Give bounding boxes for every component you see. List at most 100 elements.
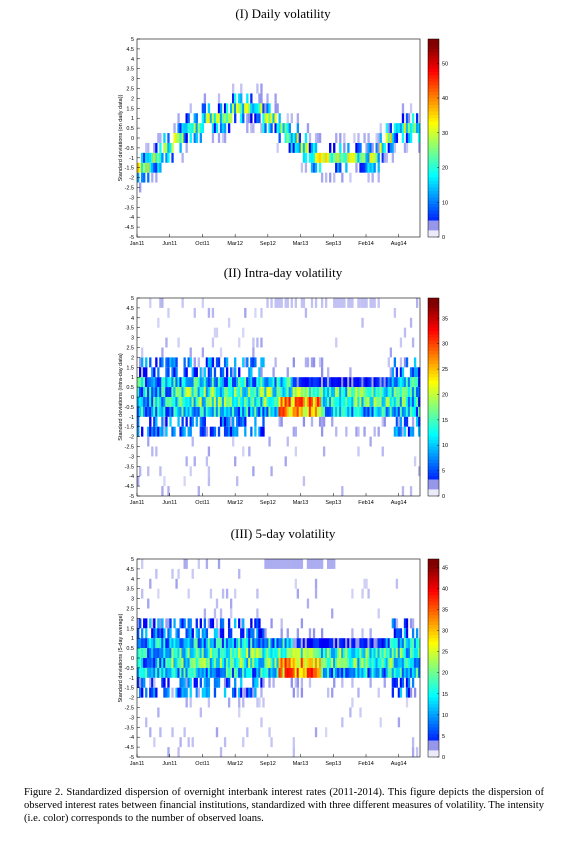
colorbar-segment: [428, 456, 439, 461]
x-tick-label: Sep13: [325, 241, 341, 247]
colorbar-segment: [428, 324, 439, 329]
heatmap-cell: [187, 648, 190, 658]
heatmap-cell: [254, 113, 257, 124]
heatmap-cell: [238, 367, 241, 378]
heatmap-cell: [308, 387, 312, 397]
heatmap-cell: [286, 298, 289, 308]
heatmap-cell: [369, 658, 372, 668]
heatmap-cell: [294, 426, 297, 437]
colorbar-segment: [428, 654, 439, 659]
heatmap-cell: [229, 608, 233, 619]
heatmap-cell: [393, 406, 397, 417]
heatmap-cell: [225, 426, 229, 437]
panel2-title: (II) Intra-day volatility: [223, 265, 343, 280]
heatmap-cell: [331, 397, 334, 407]
heatmap-cell: [157, 658, 160, 668]
heatmap-cell: [145, 377, 148, 388]
heatmap-cell: [201, 426, 205, 437]
heatmap-cell: [331, 667, 334, 678]
heatmap-cell: [324, 387, 328, 397]
colorbar-tick-label: 0: [442, 235, 445, 241]
heatmap-cell: [205, 397, 209, 407]
heatmap-cell: [411, 397, 415, 407]
heatmap-cell: [333, 142, 336, 153]
heatmap-cell: [157, 317, 160, 328]
heatmap-cell: [171, 687, 174, 698]
heatmap-cell: [141, 559, 144, 569]
heatmap-cell: [225, 377, 229, 388]
heatmap-cell: [159, 727, 162, 738]
heatmap-cell: [333, 387, 336, 397]
heatmap-cell: [377, 133, 380, 143]
heatmap-cell: [286, 406, 289, 417]
heatmap-cell: [306, 142, 310, 153]
heatmap-cell: [207, 446, 211, 457]
heatmap-cell: [256, 406, 259, 417]
heatmap-cell: [324, 172, 328, 183]
heatmap-cell: [310, 357, 314, 368]
heatmap-cell: [227, 648, 231, 658]
heatmap-cell: [175, 357, 178, 368]
heatmap-cell: [201, 628, 205, 639]
heatmap-cell: [183, 687, 186, 698]
colorbar-segment: [428, 387, 439, 391]
heatmap-cell: [310, 416, 314, 427]
heatmap-cell: [225, 677, 229, 688]
colorbar-segment: [428, 406, 439, 411]
heatmap-cell: [403, 667, 407, 678]
heatmap-cell: [207, 476, 211, 487]
heatmap-cell: [252, 648, 255, 658]
heatmap-cell: [240, 667, 243, 678]
heatmap-cell: [327, 687, 330, 698]
heatmap-cell: [320, 426, 324, 437]
heatmap-cell: [278, 648, 281, 658]
heatmap-cell: [242, 406, 245, 417]
heatmap-cell: [229, 658, 233, 668]
heatmap-cell: [141, 387, 144, 397]
heatmap-cell: [276, 559, 279, 569]
heatmap-cell: [244, 406, 247, 417]
heatmap-cell: [195, 687, 198, 698]
heatmap-cell: [327, 397, 330, 407]
heatmap-cell: [335, 162, 338, 173]
heatmap-cell: [193, 397, 196, 407]
heatmap-cell: [349, 172, 352, 183]
heatmap-cell: [181, 638, 184, 649]
heatmap-cell: [217, 113, 221, 124]
heatmap-cell: [345, 667, 348, 678]
heatmap-cell: [189, 347, 192, 358]
heatmap-cell: [381, 416, 384, 427]
heatmap-cell: [415, 397, 419, 407]
heatmap-cell: [347, 152, 350, 163]
heatmap-cell: [187, 397, 190, 407]
heatmap-cell: [409, 133, 413, 143]
heatmap-cell: [411, 638, 415, 649]
heatmap-cell: [207, 387, 211, 397]
heatmap-cell: [353, 152, 356, 163]
heatmap-cell: [191, 436, 194, 447]
heatmap-cell: [415, 648, 419, 658]
heatmap-cell: [302, 152, 306, 163]
heatmap-cell: [219, 667, 223, 678]
heatmap-cell: [256, 377, 259, 388]
heatmap-cell: [389, 347, 392, 358]
heatmap-cell: [250, 687, 253, 698]
heatmap-cell: [234, 387, 237, 397]
heatmap-cell: [171, 367, 174, 378]
heatmap-cell: [264, 559, 267, 569]
heatmap-cell: [353, 133, 356, 143]
heatmap-cell: [377, 426, 380, 437]
heatmap-cell: [359, 638, 362, 649]
heatmap-cell: [377, 638, 380, 649]
heatmap-cell: [284, 658, 287, 668]
heatmap-cell: [268, 387, 271, 397]
heatmap-cell: [329, 387, 332, 397]
heatmap-cell: [201, 113, 205, 124]
heatmap-cell: [147, 162, 150, 173]
heatmap-cell: [351, 697, 354, 708]
heatmap-cell: [250, 377, 253, 388]
heatmap-cell: [213, 658, 217, 668]
heatmap-cell: [157, 162, 160, 173]
heatmap-cell: [302, 406, 306, 417]
